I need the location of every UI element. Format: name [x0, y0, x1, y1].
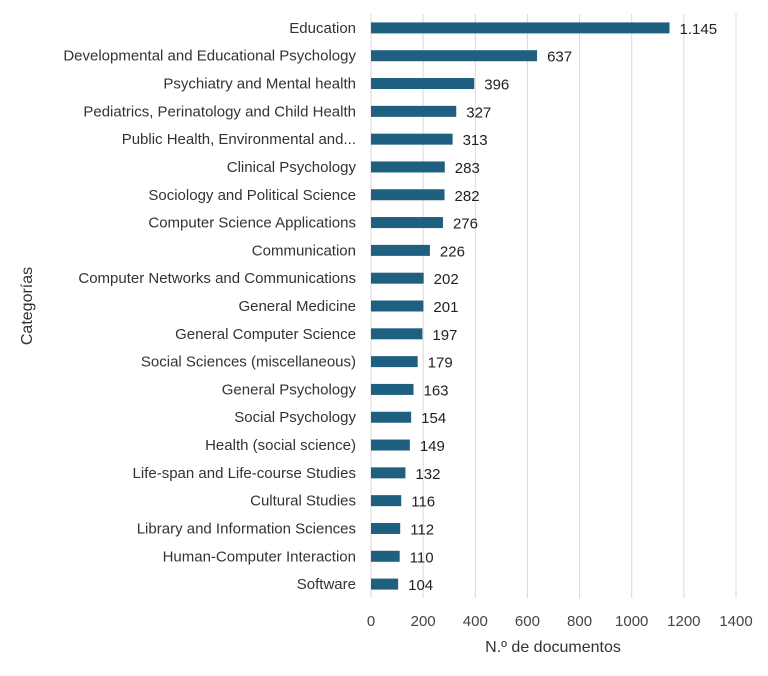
y-axis-title: Categorías — [19, 267, 36, 345]
category-label: Public Health, Environmental and... — [122, 131, 356, 148]
bar — [371, 578, 399, 590]
data-label: 396 — [484, 77, 509, 94]
bars — [371, 22, 670, 590]
category-label: Social Sciences (miscellaneous) — [141, 354, 356, 371]
data-label: 201 — [433, 299, 458, 316]
category-label: Human-Computer Interaction — [163, 548, 356, 565]
category-label: Communication — [252, 242, 356, 259]
x-tick-label: 1400 — [719, 613, 752, 630]
data-label: 197 — [432, 327, 457, 344]
data-label: 202 — [434, 271, 459, 288]
category-label: General Psychology — [222, 381, 357, 398]
bar — [371, 189, 445, 201]
x-tick-label: 400 — [463, 613, 488, 630]
bar — [371, 550, 400, 562]
x-axis-tick-labels: 0 200 400 600 800 1000 1200 1400 — [367, 613, 753, 630]
data-label: 163 — [423, 382, 448, 399]
data-label: 179 — [428, 355, 453, 372]
bar — [371, 411, 412, 423]
category-label: Developmental and Educational Psychology — [63, 48, 356, 65]
category-label: Psychiatry and Mental health — [163, 76, 356, 93]
data-label: 327 — [466, 104, 491, 121]
bar — [371, 272, 424, 284]
data-label: 116 — [411, 494, 435, 511]
x-tick-label: 600 — [515, 613, 540, 630]
category-label: Social Psychology — [234, 409, 356, 426]
bar — [371, 522, 401, 534]
category-label: Clinical Psychology — [227, 159, 357, 176]
x-axis-title: N.º de documentos — [485, 639, 621, 656]
category-label: Computer Science Applications — [148, 215, 356, 232]
data-label: 637 — [547, 49, 572, 66]
x-tick-label: 200 — [411, 613, 436, 630]
data-label: 112 — [410, 521, 434, 538]
data-label: 154 — [421, 410, 446, 427]
category-label: Computer Networks and Communications — [78, 270, 356, 287]
category-labels: Education Developmental and Educational P… — [63, 20, 356, 593]
bar — [371, 467, 406, 479]
x-tick-label: 800 — [567, 613, 592, 630]
x-tick-label: 1000 — [615, 613, 648, 630]
category-label: Sociology and Political Science — [148, 187, 356, 204]
bar — [371, 22, 670, 34]
category-label: General Medicine — [238, 298, 356, 315]
category-label: Cultural Studies — [250, 493, 356, 510]
category-label: Health (social science) — [205, 437, 356, 454]
data-label: 110 — [410, 549, 434, 566]
x-tick-label: 0 — [367, 613, 375, 630]
category-label: Education — [289, 20, 356, 37]
bar — [371, 244, 430, 256]
bar — [371, 50, 538, 62]
bar — [371, 356, 418, 368]
category-label: Software — [297, 576, 356, 593]
category-label: Life-span and Life-course Studies — [133, 465, 356, 482]
bar — [371, 105, 457, 117]
data-label: 104 — [408, 577, 433, 594]
data-label: 149 — [420, 438, 445, 455]
data-label: 1.145 — [680, 21, 718, 38]
data-label: 276 — [453, 216, 478, 233]
data-label: 283 — [455, 160, 480, 177]
bar — [371, 439, 410, 451]
data-label: 132 — [415, 466, 440, 483]
category-label: Pediatrics, Perinatology and Child Healt… — [83, 103, 356, 120]
bar — [371, 133, 453, 145]
data-label: 282 — [455, 188, 480, 205]
data-labels: 1.145 637 396 327 313 283 282 276 226 202 201 197 17… — [408, 21, 717, 594]
category-label: Library and Information Sciences — [137, 520, 356, 537]
bar — [371, 78, 475, 90]
category-label: General Computer Science — [175, 326, 356, 343]
data-label: 226 — [440, 243, 465, 260]
bar — [371, 495, 402, 507]
bar — [371, 217, 443, 229]
bar — [371, 328, 423, 340]
bar — [371, 161, 445, 173]
data-label: 313 — [463, 132, 488, 149]
bar — [371, 300, 424, 312]
bar — [371, 383, 414, 395]
x-tick-label: 1200 — [667, 613, 700, 630]
